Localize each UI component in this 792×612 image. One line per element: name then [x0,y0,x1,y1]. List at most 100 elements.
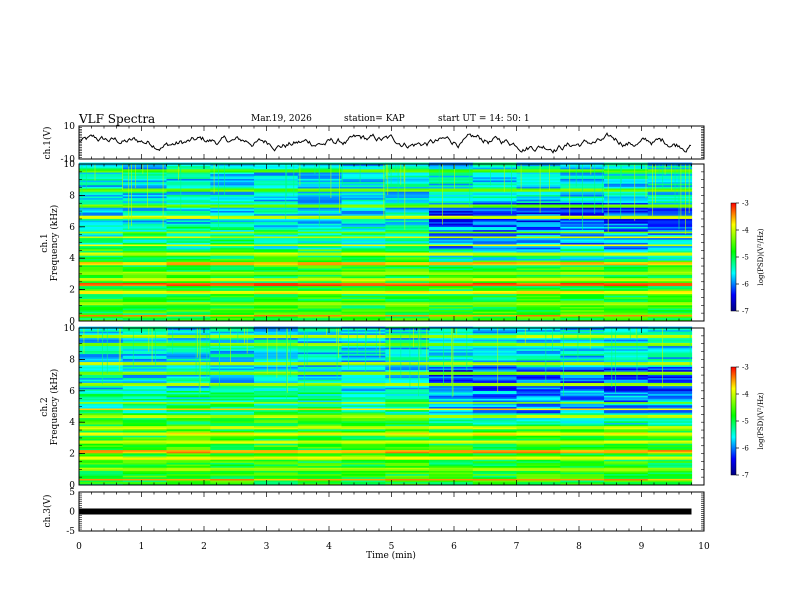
ch1-spec-cell [166,185,211,187]
ch2-spec-cell [79,445,124,447]
ch1-spec-sferic [442,164,443,225]
ch2-spec-cell [604,405,649,407]
ch1-spec-cell [472,258,518,261]
ch1-spec-cell [297,164,343,167]
ch1-spec-cell [341,226,386,229]
ch2-spec-cell [604,443,649,446]
ch2-spec-cell [210,403,255,406]
ch2-spec-cell [429,377,474,380]
ch2-spec-cell [166,337,211,340]
ch2-spec-sferic [266,328,268,375]
ch1-spec-cell [472,245,518,248]
ch2-spec-cell [647,361,693,364]
ch2-spec-cell [560,435,605,438]
ch1-spec-cell [297,183,343,186]
ch2-spec-cell [560,371,605,374]
ch1-spec-cell [647,237,693,240]
ch1-spec-cell [516,268,561,271]
ch2-spec-cell [516,381,561,383]
ch2-spec-cell [79,406,124,409]
ch1-spec-cell [472,253,518,256]
ch2-spec-cell [166,331,211,334]
ch1-spec-sferic [655,164,656,203]
ch2-spec-cell [385,480,430,483]
ch2-spec-cell [560,440,605,443]
ch1-spec-cell [429,185,474,187]
ch2-spec-cell [210,361,255,364]
ch1-spec-cell [385,172,430,175]
ch2-spec-cell [647,461,693,463]
ch1-spec-cell [210,261,255,264]
ch1-spec-cell [429,201,474,203]
ch1-spec-cell [254,253,299,256]
ch1-spec-sferic [539,164,541,213]
ch1-spec-cell [385,217,430,219]
ch2-spec-cell [341,433,386,436]
ch1-spec-cell [385,282,430,285]
ch2-spec-cell [166,363,211,366]
ch1-spec-cell [647,274,693,277]
ch2-spec-cell [429,470,474,473]
ch2-spec-cell [429,449,474,452]
ch1-spec-cell [122,234,168,237]
ch1-spec-cell [297,193,343,195]
ch2-spec-cell [429,438,474,441]
ch1-spec-cell [604,197,649,200]
ch2-spec-cell [472,398,518,401]
ch2-spec-cell [472,328,518,331]
ch1-spec-cell [472,250,518,253]
ch2-spec-cell [297,377,343,380]
ch1-spec-cell [254,228,299,231]
ch2-spec-sferic [148,328,150,352]
ch2-spec-cell [341,424,386,427]
ch1-spec-cell [210,293,255,296]
ch1-spec-cell [429,196,474,199]
ch1-spec-cell [385,319,430,322]
ch1-spec-cell [472,217,518,219]
ch2-spec-cell [79,462,124,465]
ch1-spec-cell [429,319,474,322]
ch1-spec-cell [472,233,518,235]
ch1-spec-cell [341,167,386,170]
ch2-spec-cell [516,334,561,337]
ch1-spec-cell [516,319,561,322]
ch1-spec-cell [254,165,299,168]
ch2-spec-cell [166,366,211,369]
ch2-spec-cell [472,408,518,411]
ch2-spec-cell [472,430,518,433]
ch1-spec-cell [166,260,211,263]
ch1-spec-cell [560,293,605,296]
ch1-spec-cell [429,164,474,167]
ch1-spec-cell [341,221,386,224]
ch2-spec-cell [385,385,430,388]
ch2-spec-cell [254,451,299,454]
ch1-spec-cell [429,173,474,176]
ch2-spec-cell [79,411,124,414]
ch2-spec-cell [560,353,605,356]
ch2-spec-cell [604,449,649,452]
ch1-spec-cell [647,181,693,184]
ch1-spec-cell [341,204,386,207]
ch2-spec-cell [341,405,386,407]
ch2-spec-cell [516,336,561,339]
ch2-spec-cell [79,360,124,363]
ch1-spec-cell [647,178,693,181]
ch1-spec-cell [604,258,649,261]
ch2-spec-cell [647,385,693,388]
ch1-spec-cell [166,242,211,245]
ch2-spec-cell [472,333,518,335]
ch2-spec-cell [560,355,605,358]
ch1-spec-cell [210,223,255,226]
ch1-spec-cell [385,306,430,309]
ch1-spec-cell [516,189,561,192]
ch2-spec-cell [297,457,343,460]
ch2-spec-cell [560,328,605,331]
ch2-spec-sferic [452,328,454,397]
ch2-spec-cell [516,393,561,396]
ch1-spec-cell [429,177,474,179]
ch2-spec-cell [516,355,561,358]
ch2-spec-cell [210,461,255,463]
ch2-spec-cell [122,398,168,401]
ch2-spec-cell [560,336,605,339]
ch1-spec-sferic [318,164,320,184]
